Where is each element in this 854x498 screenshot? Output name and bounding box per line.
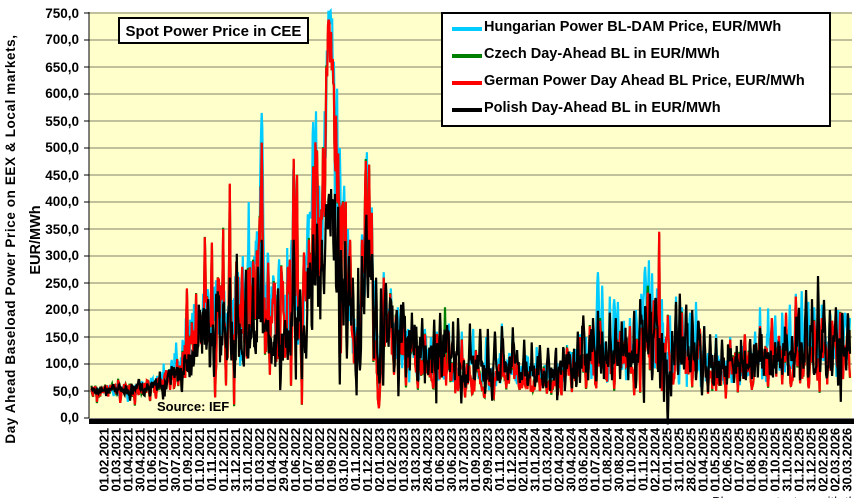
svg-text:01.04.2021: 01.04.2021	[120, 428, 135, 492]
svg-text:01.03.2021: 01.03.2021	[108, 428, 123, 492]
svg-text:02.01.2024: 02.01.2024	[516, 427, 531, 491]
svg-text:30.07.2021: 30.07.2021	[168, 428, 183, 492]
svg-text:01.03.2022: 01.03.2022	[252, 428, 267, 492]
svg-text:03.06.2024: 03.06.2024	[576, 427, 591, 491]
svg-text:01.03.2024: 01.03.2024	[540, 427, 555, 491]
svg-text:01.08.2025: 01.08.2025	[743, 428, 758, 492]
svg-text:01.12.2022: 01.12.2022	[360, 428, 375, 492]
svg-text:02.02.2026: 02.02.2026	[815, 428, 830, 492]
svg-text:30.04.2021: 30.04.2021	[132, 428, 147, 492]
svg-text:02.06.2025: 02.06.2025	[720, 428, 735, 492]
svg-text:01.01.2025: 01.01.2025	[660, 428, 675, 492]
svg-text:01.12.2025: 01.12.2025	[791, 428, 806, 492]
svg-text:01.11.2024: 01.11.2024	[636, 427, 651, 491]
svg-text:02.03.2026: 02.03.2026	[827, 428, 842, 492]
svg-text:01.06.2021: 01.06.2021	[144, 428, 159, 492]
svg-text:30.08.2024: 30.08.2024	[612, 427, 627, 491]
svg-text:01.08.2024: 01.08.2024	[600, 427, 615, 491]
svg-text:01.09.2025: 01.09.2025	[755, 428, 770, 492]
svg-text:01.08.2022: 01.08.2022	[312, 428, 327, 492]
svg-text:28.04.2023: 28.04.2023	[420, 428, 435, 492]
svg-text:31.01.2024: 31.01.2024	[528, 427, 543, 491]
svg-text:30.03.2026: 30.03.2026	[839, 428, 854, 492]
svg-text:30.04.2024: 30.04.2024	[564, 427, 579, 491]
svg-text:01.04.2025: 01.04.2025	[696, 428, 711, 492]
svg-text:01.07.2024: 01.07.2024	[588, 427, 603, 491]
svg-text:31.01.2022: 31.01.2022	[240, 428, 255, 492]
svg-text:01.12.2023: 01.12.2023	[504, 428, 519, 492]
svg-text:30.06.2023: 30.06.2023	[444, 428, 459, 492]
svg-text:02.01.2023: 02.01.2023	[372, 428, 387, 492]
svg-text:31.01.2025: 31.01.2025	[672, 428, 687, 492]
svg-text:31.12.2025: 31.12.2025	[803, 428, 818, 492]
svg-text:01.03.2023: 01.03.2023	[396, 428, 411, 492]
svg-text:01.11.2022: 01.11.2022	[348, 428, 363, 491]
svg-text:01.07.2021: 01.07.2021	[156, 428, 171, 492]
svg-text:01.09.2022: 01.09.2022	[324, 428, 339, 492]
svg-text:01.05.2025: 01.05.2025	[708, 428, 723, 492]
svg-text:01.07.2022: 01.07.2022	[300, 428, 315, 492]
svg-text:01.02.2023: 01.02.2023	[384, 428, 399, 492]
svg-text:01.06.2022: 01.06.2022	[288, 428, 303, 492]
svg-text:01.09.2021: 01.09.2021	[180, 428, 195, 492]
svg-text:01.06.2023: 01.06.2023	[432, 428, 447, 492]
svg-text:01.02.2021: 01.02.2021	[96, 428, 111, 492]
svg-text:01.04.2022: 01.04.2022	[264, 428, 279, 492]
svg-text:31.03.2023: 31.03.2023	[408, 428, 423, 492]
svg-text:01.09.2023: 01.09.2023	[468, 428, 483, 492]
svg-text:03.10.2022: 03.10.2022	[336, 428, 351, 492]
svg-text:29.04.2022: 29.04.2022	[276, 428, 291, 492]
svg-text:28.02.2025: 28.02.2025	[684, 428, 699, 492]
svg-text:29.09.2023: 29.09.2023	[480, 428, 495, 492]
svg-text:02.12.2024: 02.12.2024	[648, 427, 663, 491]
svg-text:01.10.2024: 01.10.2024	[624, 427, 639, 491]
svg-text:02.04.2024: 02.04.2024	[552, 427, 567, 491]
svg-text:31.10.2025: 31.10.2025	[779, 428, 794, 492]
svg-text:01.07.2025: 01.07.2025	[731, 428, 746, 492]
svg-text:01.10.2021: 01.10.2021	[192, 428, 207, 492]
svg-text:31.07.2023: 31.07.2023	[456, 428, 471, 492]
svg-text:01.10.2025: 01.10.2025	[767, 428, 782, 492]
svg-text:01.12.2021: 01.12.2021	[216, 428, 231, 492]
svg-text:01.11.2021: 01.11.2021	[204, 428, 219, 491]
svg-text:31.12.2021: 31.12.2021	[228, 428, 243, 492]
svg-text:01.11.2023: 01.11.2023	[492, 428, 507, 491]
